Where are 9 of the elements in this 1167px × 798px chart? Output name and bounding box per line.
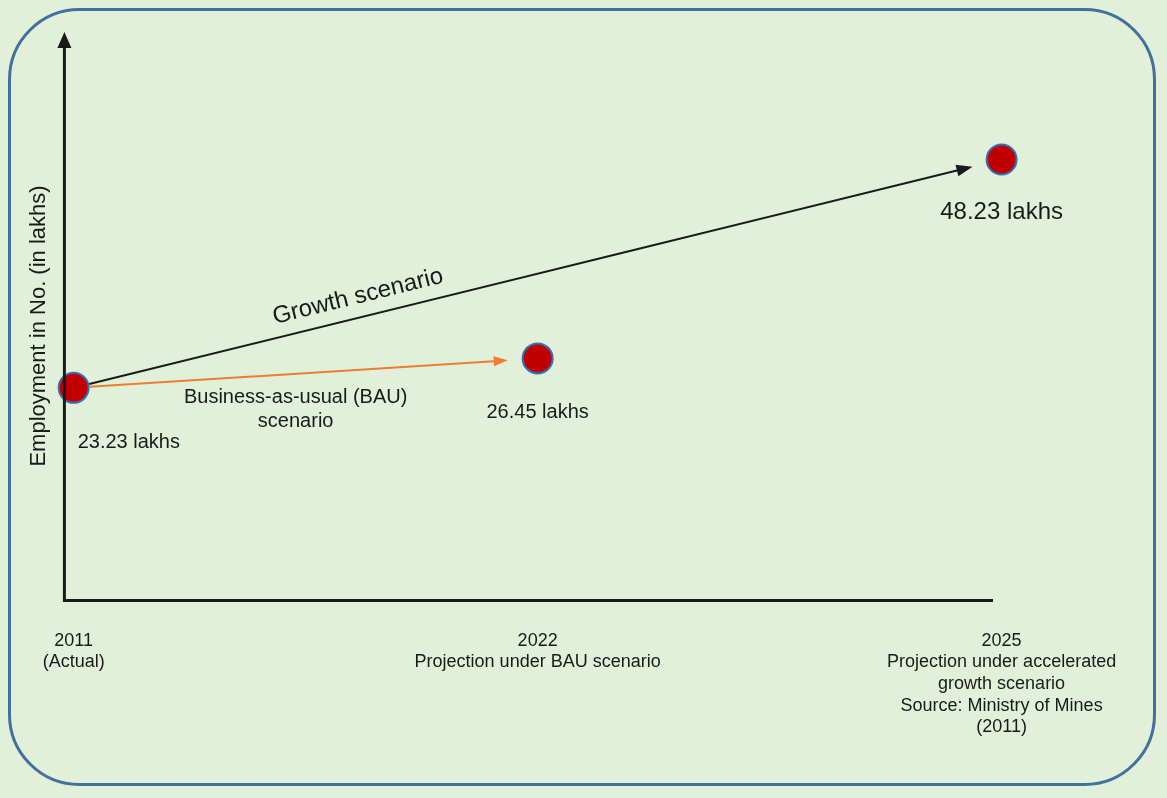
x-tick-label: 2011 (Actual) xyxy=(42,629,105,672)
data-label: 48.23 lakhs xyxy=(940,197,1063,225)
x-tick-label: 2025 Projection under accelerated growth scenario Source: Ministry of Mines (2011) xyxy=(887,629,1117,737)
y-axis-title: Employment in No. (in lakhs) xyxy=(25,185,51,467)
data-label: 23.23 lakhs xyxy=(77,429,180,452)
data-label: 26.45 lakhs xyxy=(486,400,589,423)
x-tick-label: 2022 Projection under BAU scenario xyxy=(414,629,661,672)
annotation: Business-as-usual (BAU) scenario xyxy=(183,385,408,432)
annotation: Growth scenario xyxy=(269,260,446,329)
